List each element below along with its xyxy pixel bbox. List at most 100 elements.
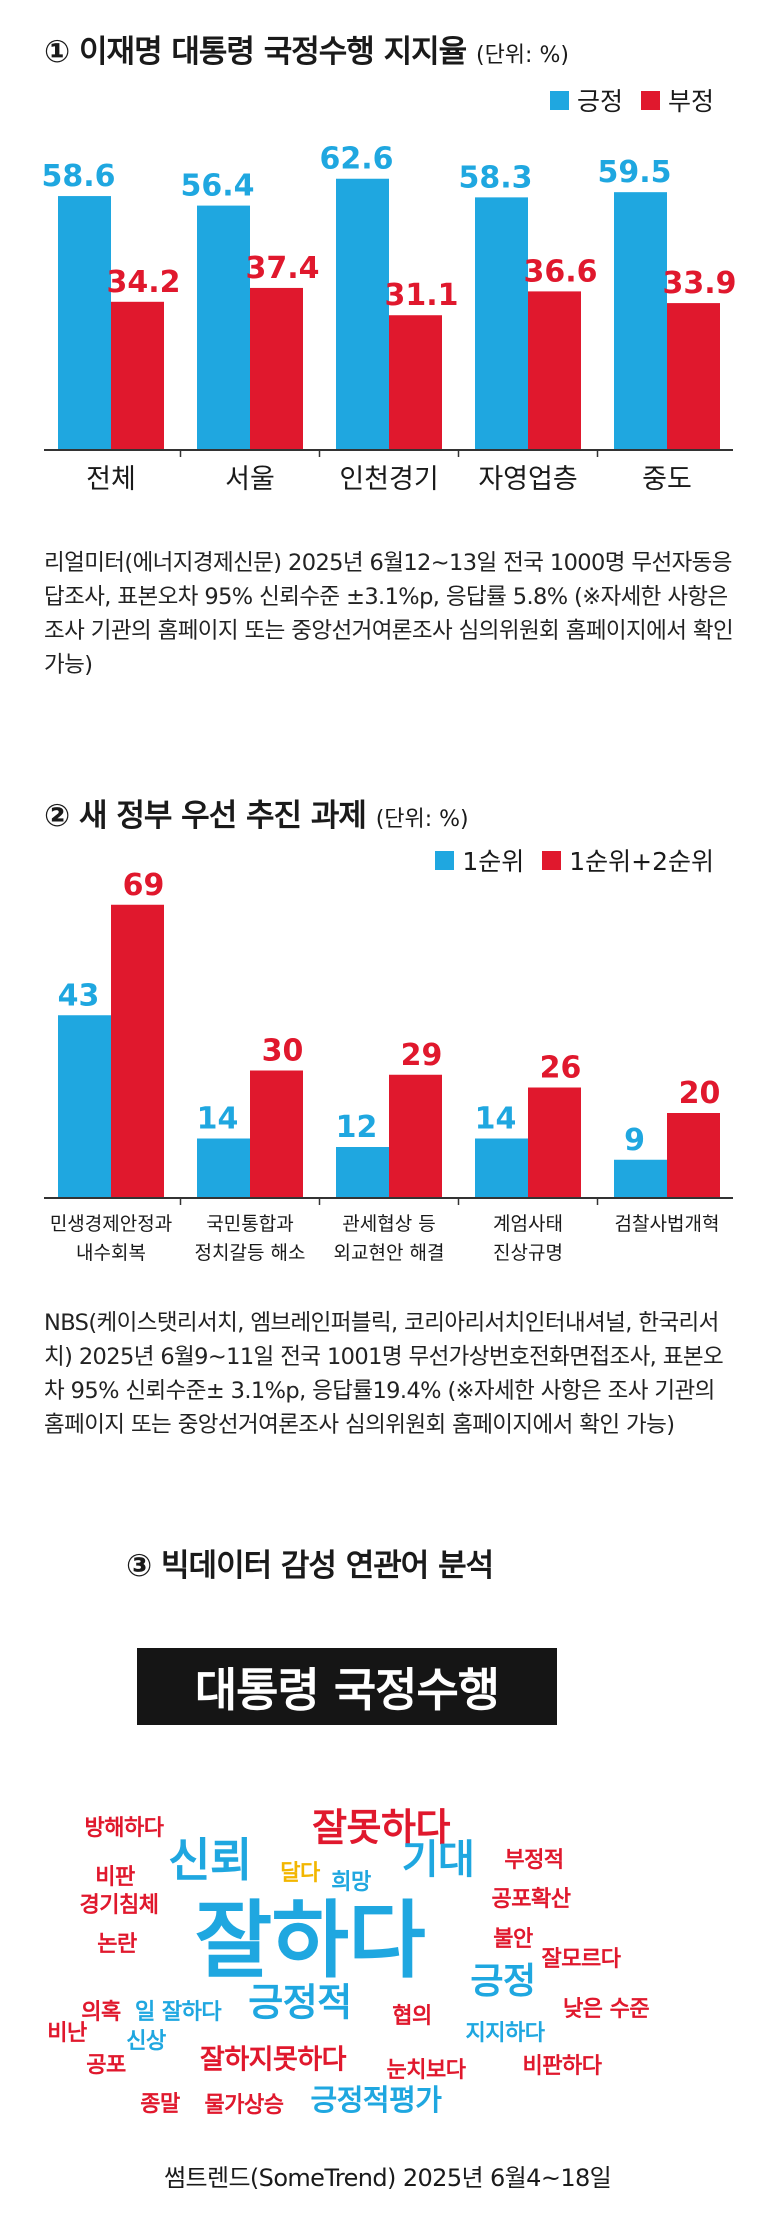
bar-blue	[614, 1159, 667, 1198]
wordcloud-heading: ③ 빅데이터 감성 연관어 분석	[126, 1548, 494, 1584]
word-cloud-term: 달다	[280, 1861, 320, 1886]
chart1-svg: 58.6 34.2 전체 56.4 37.4 서울 62.6 31.1 인천경기 58.3 36.6…	[41, 142, 736, 495]
word-cloud-term: 공포	[86, 2053, 126, 2078]
chart2-source-note: NBS(케이스탯리서치, 엠브레인퍼블릭, 코리아리서치인터내셔널, 한국리서치…	[44, 1310, 724, 1438]
bar-value-label: 33.9	[662, 266, 736, 301]
legend-label-first-second: 1순위+2순위	[569, 847, 714, 876]
bar-value-label: 43	[58, 978, 100, 1013]
bar-value-label: 62.6	[319, 142, 393, 177]
wordcloud-banner: 대통령 국정수행	[137, 1648, 557, 1725]
bar-value-label: 29	[401, 1038, 443, 1073]
bar-blue	[58, 1015, 111, 1198]
bar-red	[250, 1070, 303, 1198]
bar-red	[667, 1113, 720, 1198]
bar-red	[111, 904, 164, 1198]
word-cloud-term: 비판하다	[522, 2054, 602, 2079]
bar-value-label: 37.4	[245, 251, 319, 286]
bar-value-label: 36.6	[523, 254, 597, 289]
category-label: 계엄사태	[493, 1213, 563, 1235]
bar-blue	[197, 205, 250, 450]
category-label: 내수회복	[76, 1242, 146, 1264]
category-label: 정치갈등 해소	[195, 1242, 306, 1264]
chart2-unit: (단위: %)	[375, 807, 469, 832]
word-cloud-term: 신뢰	[168, 1833, 252, 1887]
word-cloud-term: 협의	[392, 2004, 432, 2029]
legend-label-first: 1순위	[462, 847, 525, 876]
bar-blue	[614, 192, 667, 450]
category-label: 인천경기	[339, 464, 438, 495]
bar-red	[111, 301, 164, 450]
word-cloud-term: 공포확산	[491, 1887, 571, 1912]
bar-value-label: 9	[624, 1123, 645, 1158]
bar-value-label: 20	[679, 1076, 721, 1111]
bar-blue	[475, 1138, 528, 1198]
legend-label-negative: 부정	[667, 87, 714, 116]
word-cloud-term: 비난	[47, 2021, 87, 2046]
word-cloud-term: 긍정적	[248, 1980, 352, 2025]
bar-red	[250, 287, 303, 450]
bar-red	[389, 315, 442, 450]
chart1-unit: (단위: %)	[475, 43, 569, 68]
word-cloud-term: 불안	[493, 1927, 533, 1952]
legend-swatch-first-second	[542, 850, 562, 870]
word-cloud-term: 낮은 수준	[562, 1997, 650, 2022]
legend-swatch-negative	[640, 90, 660, 110]
word-cloud-term: 잘모르다	[541, 1947, 621, 1972]
bar-value-label: 58.6	[41, 159, 115, 194]
bar-red	[389, 1074, 442, 1198]
word-cloud-term: 의혹	[81, 2000, 121, 2025]
word-cloud-term: 지지하다	[465, 2021, 545, 2046]
bar-blue	[336, 178, 389, 450]
category-label: 중도	[642, 464, 692, 495]
bar-value-label: 58.3	[458, 160, 532, 195]
chart2-title: ② 새 정부 우선 추진 과제 (단위: %)	[44, 798, 469, 834]
wordcloud-source: 썸트렌드(SomeTrend) 2025년 6월4~18일	[164, 2164, 612, 2192]
category-label: 자영업층	[478, 464, 577, 495]
category-label: 검찰사법개혁	[615, 1213, 720, 1235]
bar-red	[528, 291, 581, 450]
chart2-legend: 1순위 1순위+2순위	[435, 842, 714, 878]
bar-value-label: 14	[197, 1102, 239, 1137]
bar-red	[528, 1087, 581, 1198]
word-cloud-term: 신상	[126, 2029, 166, 2054]
word-cloud-term: 잘못하다	[312, 1805, 450, 1850]
legend-swatch-first	[435, 850, 455, 870]
bar-value-label: 26	[540, 1051, 582, 1086]
category-label: 관세협상 등	[342, 1213, 435, 1235]
word-cloud-term: 방해하다	[84, 1816, 164, 1841]
bar-red	[667, 303, 720, 450]
word-cloud-term: 기대	[401, 1837, 475, 1883]
category-label: 진상규명	[493, 1242, 563, 1264]
word-cloud-term: 물가상승	[204, 2093, 284, 2118]
word-cloud-term: 일 잘하다	[134, 2000, 222, 2025]
category-label: 전체	[86, 464, 136, 495]
category-label: 민생경제안정과	[50, 1213, 172, 1235]
word-cloud-term: 잘하지못하다	[199, 2044, 347, 2076]
category-label: 외교현안 해결	[334, 1242, 445, 1264]
bar-value-label: 56.4	[180, 169, 254, 204]
word-cloud-term: 비판	[95, 1865, 135, 1890]
legend-swatch-positive	[549, 90, 569, 110]
bar-value-label: 59.5	[597, 155, 671, 190]
bar-value-label: 12	[336, 1110, 378, 1145]
word-cloud-term: 경기침체	[79, 1893, 159, 1918]
category-label: 서울	[225, 464, 275, 495]
chart1-legend: 긍정 부정	[549, 82, 714, 118]
word-cloud-term: 눈치보다	[386, 2058, 466, 2083]
bar-value-label: 69	[123, 868, 165, 903]
word-cloud-term: 희망	[331, 1870, 371, 1895]
word-cloud-term: 부정적	[504, 1848, 564, 1873]
word-cloud-term: 논란	[97, 1932, 137, 1957]
word-cloud-term: 잘하다	[194, 1891, 426, 1990]
word-cloud-term: 종말	[140, 2092, 180, 2117]
bar-blue	[197, 1138, 250, 1198]
bar-blue	[336, 1147, 389, 1198]
word-cloud-term: 긍정	[470, 1961, 536, 2002]
legend-label-positive: 긍정	[576, 87, 623, 116]
bar-value-label: 30	[262, 1034, 304, 1069]
chart1-title: ① 이재명 대통령 국정수행 지지율 (단위: %)	[44, 34, 569, 70]
bar-value-label: 14	[475, 1102, 517, 1137]
word-cloud-term: 긍정적평가	[310, 2083, 442, 2117]
